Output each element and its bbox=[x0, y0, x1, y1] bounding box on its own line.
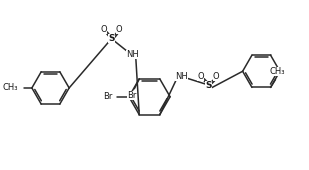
Text: S: S bbox=[108, 35, 115, 43]
Text: O: O bbox=[213, 72, 219, 81]
Text: O: O bbox=[100, 25, 107, 34]
Text: O: O bbox=[197, 72, 204, 81]
Text: NH: NH bbox=[126, 50, 139, 59]
Text: O: O bbox=[116, 25, 122, 34]
Text: Br: Br bbox=[103, 92, 112, 101]
Text: NH: NH bbox=[176, 72, 188, 81]
Text: CH₃: CH₃ bbox=[3, 83, 18, 92]
Text: CH₃: CH₃ bbox=[270, 67, 285, 76]
Text: S: S bbox=[205, 81, 212, 90]
Text: Br: Br bbox=[127, 91, 136, 100]
